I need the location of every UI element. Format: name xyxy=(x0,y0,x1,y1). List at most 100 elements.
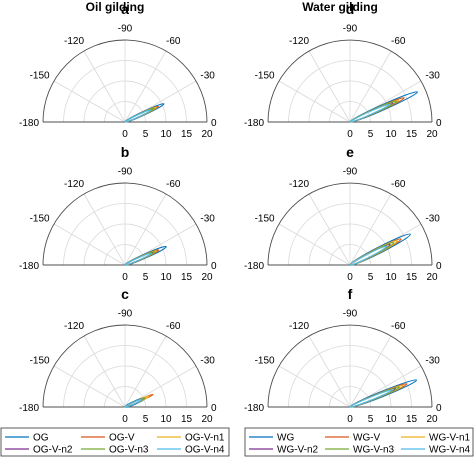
legend-label: OG-V-n4 xyxy=(185,445,225,456)
polar-panel-d: d -180 -150 -120 -90 -60 -30 0 0 5 10 15 20 xyxy=(244,1,442,140)
angle-tick-label: -60 xyxy=(391,179,406,190)
grid-spoke xyxy=(308,50,351,123)
outer-arc xyxy=(267,324,433,408)
grid-spoke xyxy=(278,365,351,408)
angle-tick-label: -60 xyxy=(166,321,181,332)
radius-tick-label: 0 xyxy=(347,414,353,425)
outer-arc xyxy=(267,182,433,266)
grid-spoke xyxy=(53,223,126,266)
legend-label: WG xyxy=(277,433,294,444)
angle-tick-label: 0 xyxy=(436,403,442,414)
grid-spoke xyxy=(83,193,126,266)
radius-tick-label: 5 xyxy=(368,129,374,140)
radius-tick-label: 15 xyxy=(406,414,418,425)
angle-tick-label: -60 xyxy=(166,36,181,47)
legend-water-gilding: WG WG-V WG-V-n1 WG-V-n2 WG-V-n3 WG-V-n4 xyxy=(244,427,474,457)
angle-tick-label: -120 xyxy=(289,321,309,332)
angle-tick-label: 0 xyxy=(436,118,442,129)
grid-spoke xyxy=(124,193,167,266)
polar-panel-f: f -180 -150 -120 -90 -60 -30 0 0 5 10 15 20 xyxy=(244,286,442,425)
grid-spoke xyxy=(53,365,126,408)
radius-tick-label: 5 xyxy=(368,414,374,425)
radius-tick-label: 0 xyxy=(347,272,353,283)
radius-tick-label: 15 xyxy=(406,272,418,283)
series-ellipse-og-v-n4 xyxy=(124,398,143,408)
legend-oil-gilding: OG OG-V OG-V-n1 OG-V-n2 OG-V-n3 OG-V-n4 xyxy=(0,427,230,457)
legend-label: OG-V-n1 xyxy=(185,433,225,444)
column-title-water-gilding: Water gilding xyxy=(302,0,378,14)
angle-tick-label: -30 xyxy=(200,214,215,225)
grid-spoke xyxy=(124,335,167,408)
radius-tick-label: 0 xyxy=(122,414,128,425)
angle-tick-label: -60 xyxy=(166,179,181,190)
radius-tick-label: 20 xyxy=(201,272,213,283)
legend-frame xyxy=(244,427,474,457)
outer-arc xyxy=(42,324,208,408)
angle-tick-label: -150 xyxy=(30,356,50,367)
radius-tick-label: 20 xyxy=(426,414,438,425)
radius-tick-label: 5 xyxy=(143,414,149,425)
angle-tick-label: -120 xyxy=(64,179,84,190)
radius-tick-label: 0 xyxy=(122,272,128,283)
radius-tick-label: 10 xyxy=(385,272,397,283)
angle-tick-label: -150 xyxy=(30,214,50,225)
radius-tick-label: 10 xyxy=(160,129,172,140)
legend-label: OG-V-n2 xyxy=(33,445,73,456)
polar-panel-b: b -180 -150 -120 -90 -60 -30 0 0 5 10 15 20 xyxy=(19,144,217,283)
panel-letter: a xyxy=(121,1,129,17)
legend-label: OG-V-n3 xyxy=(109,445,149,456)
angle-tick-label: -180 xyxy=(19,118,39,129)
angle-tick-label: 0 xyxy=(211,118,217,129)
legend-label: WG-V-n2 xyxy=(277,445,319,456)
series-ellipse-og-v-n4 xyxy=(124,109,152,123)
series-ellipse-og-v-n4 xyxy=(124,252,152,266)
radius-tick-label: 15 xyxy=(181,272,193,283)
angle-tick-label: -120 xyxy=(64,36,84,47)
angle-tick-label: -90 xyxy=(343,167,358,178)
series-ellipse-wg-v-n4 xyxy=(349,389,393,408)
panel-letter: b xyxy=(121,144,130,160)
angle-tick-label: -30 xyxy=(425,214,440,225)
panel-letter: f xyxy=(348,286,353,302)
polar-panels: a -180 -150 -120 -90 -60 -30 0 0 5 10 15 20 d -180 -150… xyxy=(19,1,442,425)
radius-tick-label: 15 xyxy=(181,129,193,140)
polar-panel-c: c -180 -150 -120 -90 -60 -30 0 0 5 10 15 20 xyxy=(19,286,217,425)
legend-label: WG-V xyxy=(353,433,381,444)
radius-tick-label: 10 xyxy=(160,414,172,425)
radius-tick-label: 20 xyxy=(201,129,213,140)
grid-spoke xyxy=(83,335,126,408)
angle-tick-label: -60 xyxy=(391,321,406,332)
column-title-oil-gilding: Oil gilding xyxy=(86,0,145,14)
outer-arc xyxy=(267,39,433,123)
panel-letter: c xyxy=(121,286,129,302)
angle-tick-label: -60 xyxy=(391,36,406,47)
angle-tick-label: -90 xyxy=(118,24,133,35)
angle-tick-label: -180 xyxy=(244,261,264,272)
angle-tick-label: -30 xyxy=(200,356,215,367)
angle-tick-label: -120 xyxy=(289,179,309,190)
legend-frame xyxy=(0,427,230,457)
angle-tick-label: 0 xyxy=(211,403,217,414)
angle-tick-label: -90 xyxy=(118,167,133,178)
legend-label: WG-V-n1 xyxy=(429,433,471,444)
legend-label: OG xyxy=(33,433,49,444)
angle-tick-label: -30 xyxy=(425,71,440,82)
angle-tick-label: -30 xyxy=(425,356,440,367)
angle-tick-label: -90 xyxy=(343,309,358,320)
angle-tick-label: -120 xyxy=(64,321,84,332)
angle-tick-label: -30 xyxy=(200,71,215,82)
legend-label: WG-V-n3 xyxy=(353,445,395,456)
angle-tick-label: -120 xyxy=(289,36,309,47)
radius-tick-label: 10 xyxy=(385,414,397,425)
angle-tick-label: -150 xyxy=(255,356,275,367)
radius-tick-label: 20 xyxy=(426,129,438,140)
radius-tick-label: 15 xyxy=(406,129,418,140)
radius-tick-label: 0 xyxy=(122,129,128,140)
grid-spoke xyxy=(278,223,351,266)
grid-spoke xyxy=(349,50,392,123)
series-ellipse-wg-v-n4 xyxy=(349,103,390,123)
legend-label: OG-V xyxy=(109,433,135,444)
grid-spoke xyxy=(124,50,167,123)
panel-letter: e xyxy=(346,144,354,160)
grid-spoke xyxy=(308,335,351,408)
